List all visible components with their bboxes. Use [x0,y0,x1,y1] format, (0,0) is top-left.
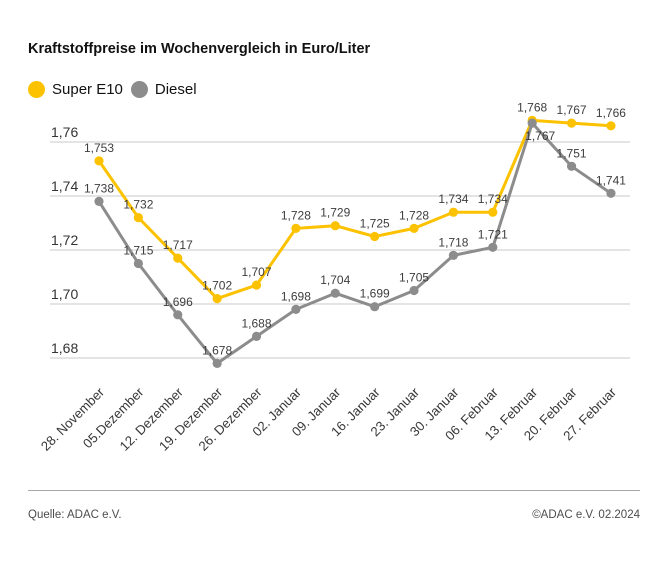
value-label: 1,768 [517,100,547,114]
value-label: 1,738 [84,181,114,195]
data-point-marker-super-e10 [448,207,459,217]
data-point-marker-diesel [212,358,222,368]
value-label: 1,678 [202,343,232,357]
data-point-marker-diesel [133,258,143,269]
data-point-marker-super-e10 [251,280,262,290]
data-point-marker-diesel [173,310,183,320]
data-point-marker-diesel [370,302,380,312]
data-point-marker-super-e10 [94,156,104,166]
data-point-marker-diesel [448,250,459,260]
value-label: 1,732 [123,198,153,212]
data-point-marker-diesel [251,331,262,341]
data-point-marker-diesel [94,196,104,206]
data-point-marker-super-e10 [291,223,301,233]
data-point-marker-super-e10 [409,223,419,233]
data-point-marker-diesel [330,288,340,298]
data-point-marker-diesel [488,242,498,252]
y-tick-label: 1,76 [51,124,78,140]
value-label: 1,702 [202,279,232,293]
series-line-super-e10 [97,118,613,301]
value-label: 1,721 [478,227,508,241]
value-label: 1,698 [281,289,311,303]
data-point-marker-super-e10 [488,207,498,217]
y-tick-label: 1,74 [51,178,78,194]
value-label: 1,718 [438,235,468,249]
value-label: 1,696 [163,295,193,309]
data-point-marker-super-e10 [370,231,380,242]
data-point-marker-super-e10 [212,294,222,304]
value-label: 1,741 [596,173,626,187]
value-label: 1,704 [320,273,350,287]
footer-source: Quelle: ADAC e.V. [28,509,122,521]
footer-copyright: ©ADAC e.V. 02.2024 [532,509,640,521]
super-e10-dot-icon [28,81,45,98]
value-label: 1,729 [320,206,350,220]
data-point-marker-super-e10 [606,121,616,131]
value-label: 1,753 [84,141,114,155]
value-label: 1,717 [163,238,193,252]
legend-item-super-e10: Super E10 [28,81,123,98]
y-tick-label: 1,68 [51,340,78,356]
diesel-dot-icon [130,81,148,98]
value-label: 1,728 [399,208,429,222]
data-point-marker-diesel [527,118,537,128]
data-point-marker-super-e10 [330,221,340,231]
data-point-marker-diesel [606,188,616,198]
value-label: 1,734 [438,192,468,206]
y-tick-label: 1,70 [51,286,78,302]
legend-label-super-e10: Super E10 [52,81,123,98]
legend-label-diesel: Diesel [154,81,197,98]
value-label: 1,751 [557,146,587,160]
value-label: 1,734 [478,192,508,206]
series-line-diesel [97,121,613,365]
value-label: 1,766 [596,106,626,120]
chart-legend: Super E10 Diesel [28,81,197,98]
y-tick-label: 1,72 [51,232,78,248]
value-label: 1,725 [360,217,390,231]
data-point-marker-super-e10 [566,118,577,128]
data-point-marker-super-e10 [133,213,143,223]
page-title: Kraftstoffpreise im Wochenvergleich in E… [28,40,371,57]
value-label: 1,715 [123,244,153,258]
legend-item-diesel: Diesel [130,81,197,98]
data-point-marker-super-e10 [173,253,183,263]
footer-divider [28,490,640,491]
value-label: 1,707 [242,265,272,279]
value-label: 1,705 [399,271,429,285]
value-label: 1,767 [525,129,555,143]
value-label: 1,767 [557,103,587,117]
data-point-marker-diesel [409,285,419,296]
data-point-marker-diesel [566,161,577,171]
data-point-marker-diesel [291,304,301,314]
value-label: 1,728 [281,208,311,222]
value-label: 1,688 [242,316,272,330]
value-label: 1,699 [360,287,390,301]
